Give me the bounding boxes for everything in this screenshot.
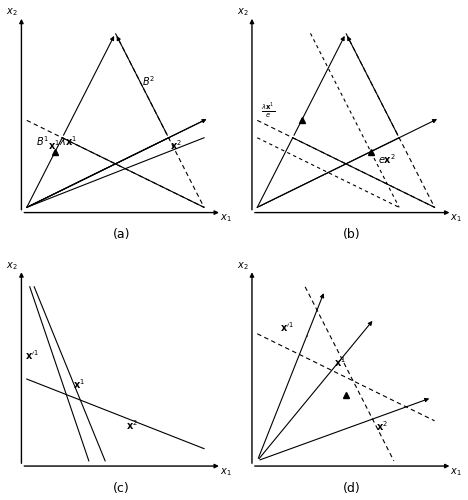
Text: $\mathbf{x}^1$: $\mathbf{x}^1$ [334, 355, 345, 369]
Text: $B^2$: $B^2$ [142, 74, 155, 88]
Text: $\mathbf{x}^1$: $\mathbf{x}^1$ [73, 378, 85, 392]
Text: (c): (c) [113, 482, 130, 495]
Text: $\mathbf{x}'^1$: $\mathbf{x}'^1$ [280, 320, 295, 334]
Text: $x_2$: $x_2$ [237, 260, 249, 272]
Text: $\mathbf{x}^1$: $\mathbf{x}^1$ [48, 138, 60, 152]
Text: $B^1$: $B^1$ [36, 134, 49, 148]
Text: $x_1$: $x_1$ [450, 212, 462, 224]
Text: $x_2$: $x_2$ [6, 260, 18, 272]
Text: $\mathbf{x}'^1$: $\mathbf{x}'^1$ [25, 348, 39, 362]
Text: $x_1$: $x_1$ [219, 466, 231, 478]
Text: $\frac{\lambda\mathbf{x}^1}{e}$: $\frac{\lambda\mathbf{x}^1}{e}$ [261, 102, 275, 119]
Text: $x_1$: $x_1$ [450, 466, 462, 478]
Text: (d): (d) [343, 482, 361, 495]
Text: (a): (a) [113, 228, 131, 241]
Text: (b): (b) [344, 228, 361, 241]
Text: $\lambda\mathbf{x}^1$: $\lambda\mathbf{x}^1$ [58, 134, 77, 148]
Text: $\mathbf{x}^2$: $\mathbf{x}^2$ [376, 420, 388, 434]
Text: $x_1$: $x_1$ [219, 212, 231, 224]
Text: $x_2$: $x_2$ [6, 6, 18, 18]
Text: $x_2$: $x_2$ [237, 6, 249, 18]
Text: $\mathbf{x}^2$: $\mathbf{x}^2$ [170, 138, 183, 152]
Text: $\mathbf{x}^2$: $\mathbf{x}^2$ [126, 418, 138, 432]
Text: $e\mathbf{x}^2$: $e\mathbf{x}^2$ [378, 152, 396, 166]
